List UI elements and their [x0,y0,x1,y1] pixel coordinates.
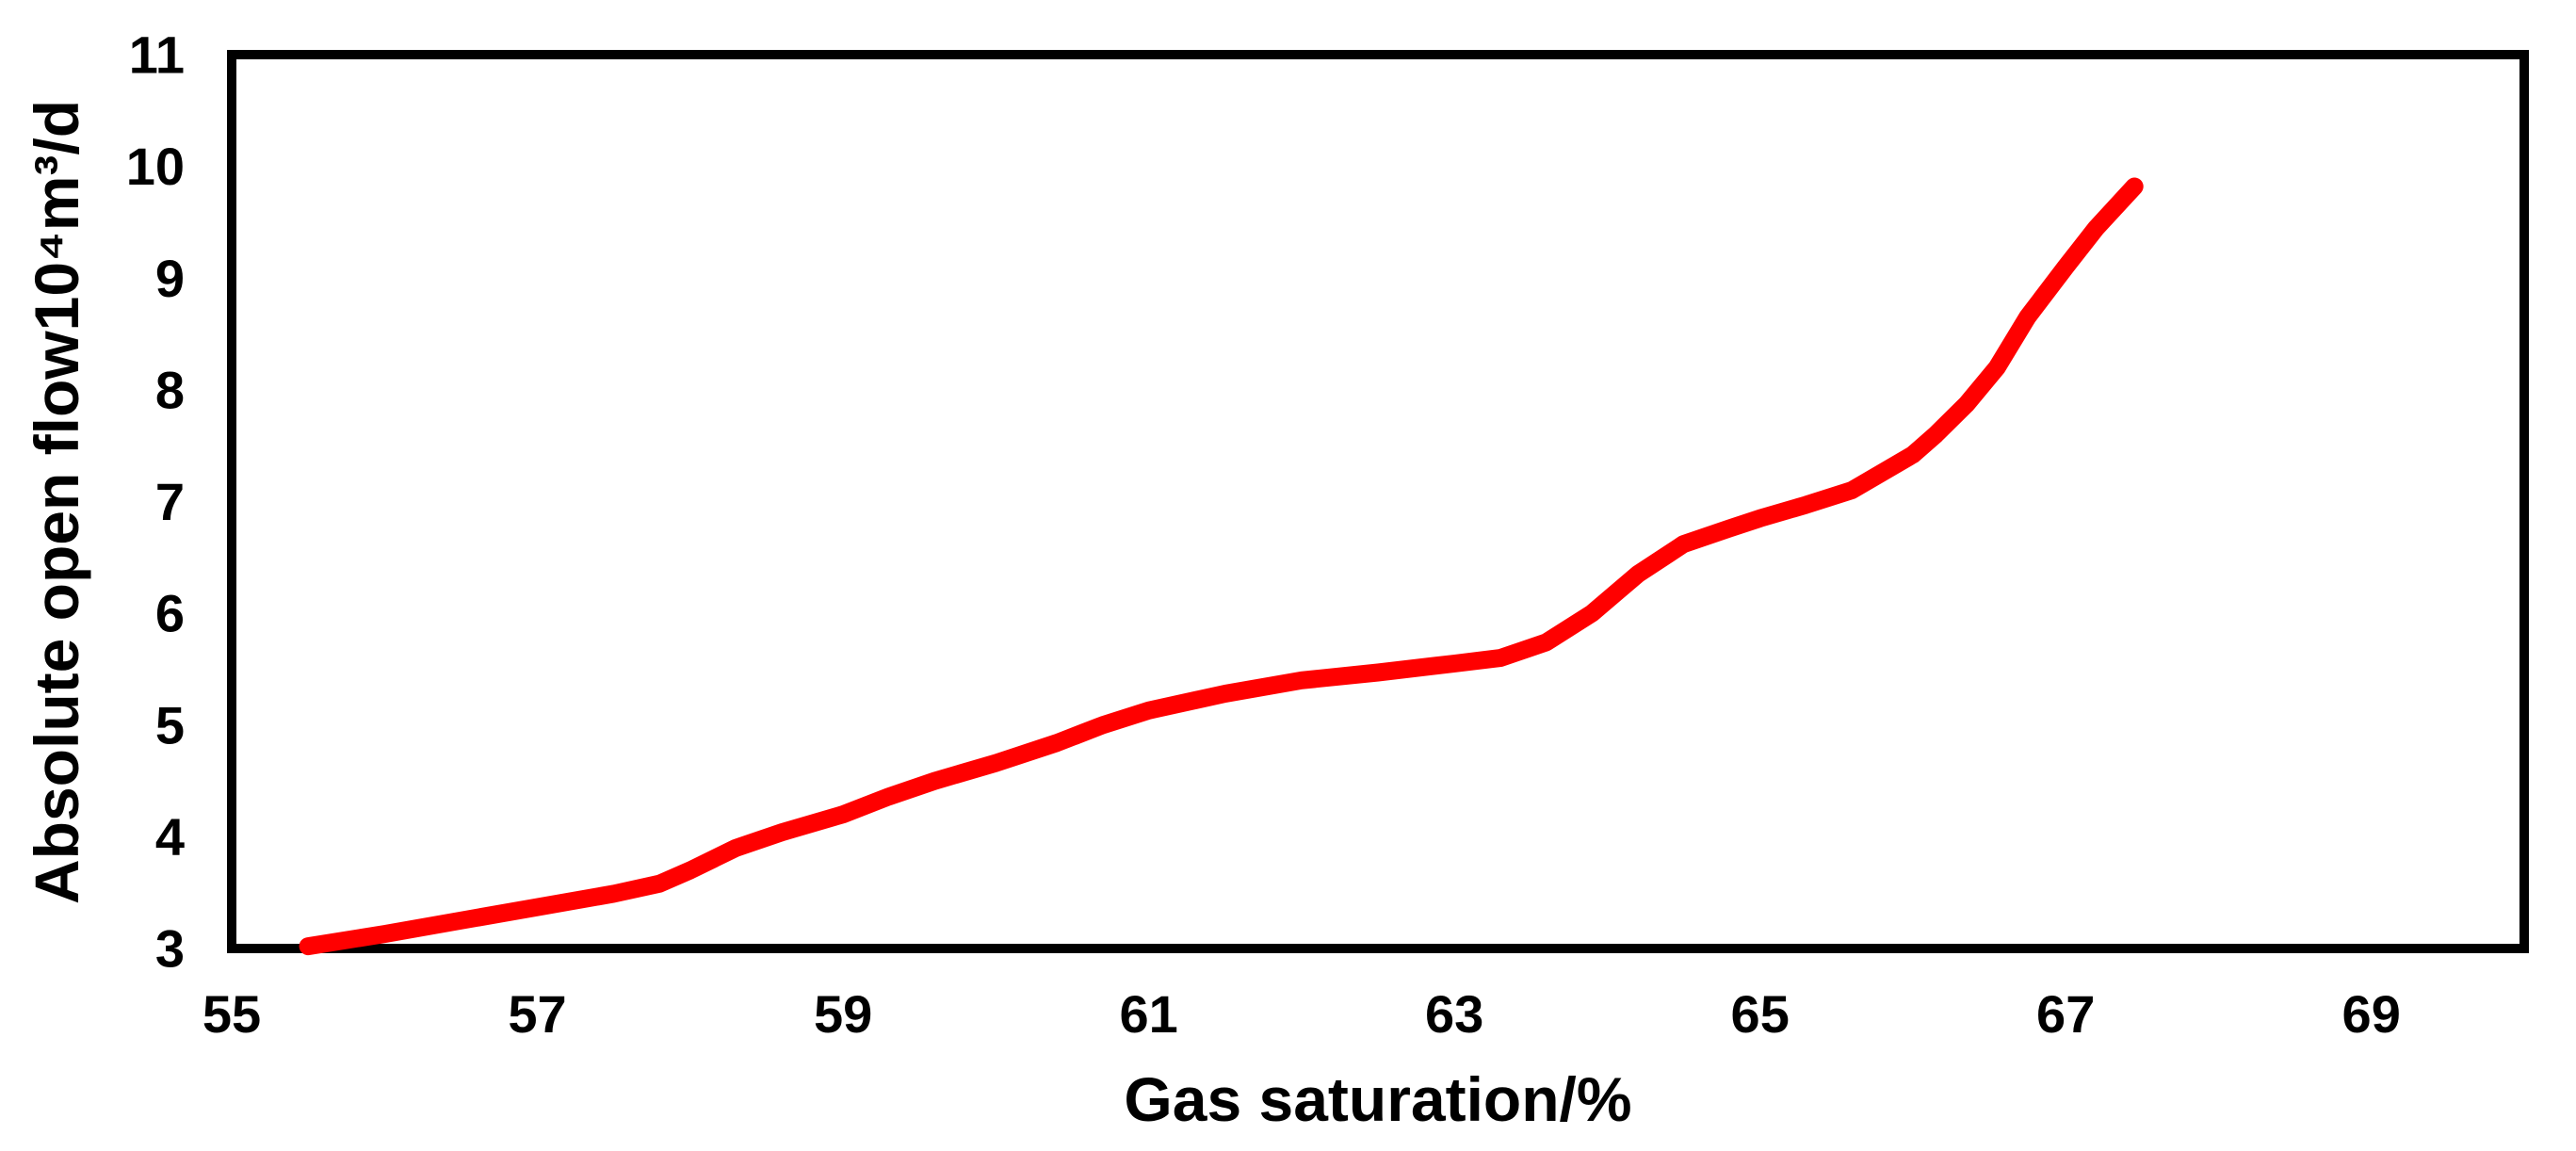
y-tick-label: 11 [129,25,185,85]
x-tick-label: 61 [1119,984,1177,1044]
y-axis-tick-labels: 3 4 5 6 7 8 9 10 11 [126,25,185,979]
y-tick-label: 7 [155,472,185,531]
series-line-absolute-open-flow [299,177,2144,956]
y-tick-label: 9 [155,249,185,308]
y-tick-label: 6 [155,584,185,643]
x-tick-label: 69 [2342,984,2401,1044]
x-tick-label: 67 [2036,984,2095,1044]
y-tick-label: 4 [155,807,185,867]
y-tick-label: 10 [126,137,185,196]
x-axis-title: Gas saturation/% [1124,1064,1631,1134]
y-tick-label: 3 [155,919,185,979]
x-tick-label: 65 [1731,984,1790,1044]
y-tick-label: 5 [155,695,185,754]
y-tick-label: 8 [155,361,185,420]
x-tick-label: 59 [814,984,872,1044]
x-tick-label: 57 [508,984,566,1044]
x-axis-tick-labels: 55 57 59 61 63 65 67 69 [203,984,2401,1044]
x-tick-label: 63 [1425,984,1483,1044]
y-axis-title: Absolute open flow10⁴m³/d [22,100,91,904]
x-tick-label: 55 [203,984,261,1044]
plot-area-border [227,50,2529,953]
